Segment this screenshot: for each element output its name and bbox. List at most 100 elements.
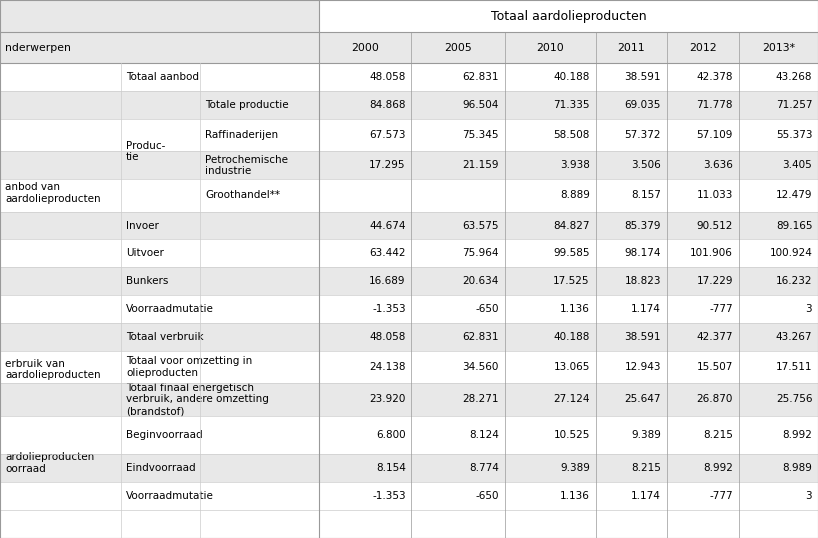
Text: 8.157: 8.157 (631, 190, 661, 201)
Text: 75.345: 75.345 (462, 130, 499, 140)
Text: 25.756: 25.756 (775, 394, 812, 405)
Text: 71.257: 71.257 (775, 100, 812, 110)
Text: Petrochemische
industrie: Petrochemische industrie (205, 154, 288, 176)
Text: 3.636: 3.636 (703, 160, 733, 171)
Text: Beginvoorraad: Beginvoorraad (126, 430, 203, 440)
Text: 8.154: 8.154 (375, 463, 406, 473)
Text: 63.442: 63.442 (369, 249, 406, 258)
Text: Bunkers: Bunkers (126, 277, 169, 286)
Text: 57.372: 57.372 (624, 130, 661, 140)
Text: 38.591: 38.591 (624, 332, 661, 342)
Bar (0, 454, 818, 482)
Bar (0, 119, 818, 151)
Text: 99.585: 99.585 (553, 249, 590, 258)
Bar (0, 323, 818, 351)
Text: 28.271: 28.271 (462, 394, 499, 405)
Bar (0, 415, 818, 454)
Text: 67.573: 67.573 (369, 130, 406, 140)
Text: Totaal finaal energetisch
verbruik, andere omzetting
(brandstof): Totaal finaal energetisch verbruik, ande… (126, 383, 269, 416)
Text: 18.823: 18.823 (624, 277, 661, 286)
Text: Totaal voor omzetting in
olieproducten: Totaal voor omzetting in olieproducten (126, 357, 252, 378)
Text: Groothandel**: Groothandel** (205, 190, 281, 201)
Text: 71.335: 71.335 (553, 100, 590, 110)
Text: 3: 3 (806, 491, 812, 501)
Text: -650: -650 (475, 491, 499, 501)
Text: 20.634: 20.634 (463, 277, 499, 286)
Text: 8.989: 8.989 (782, 463, 812, 473)
Bar (0, 351, 818, 384)
Text: 8.774: 8.774 (469, 463, 499, 473)
Bar (0, 384, 818, 415)
Text: 2011: 2011 (618, 43, 645, 53)
Text: 2005: 2005 (444, 43, 472, 53)
Text: 71.778: 71.778 (696, 100, 733, 110)
Text: 3: 3 (806, 305, 812, 314)
Text: 42.378: 42.378 (696, 72, 733, 82)
Text: 17.295: 17.295 (369, 160, 406, 171)
Text: 84.827: 84.827 (553, 221, 590, 230)
Text: 84.868: 84.868 (369, 100, 406, 110)
Text: 23.920: 23.920 (370, 394, 406, 405)
Text: Invoer: Invoer (126, 221, 159, 230)
Text: 1.174: 1.174 (631, 305, 661, 314)
Text: 101.906: 101.906 (690, 249, 733, 258)
Text: 8.215: 8.215 (631, 463, 661, 473)
Text: 55.373: 55.373 (775, 130, 812, 140)
Text: 16.232: 16.232 (775, 277, 812, 286)
Text: anbod van
aardolieproducten: anbod van aardolieproducten (5, 182, 101, 204)
Text: 9.389: 9.389 (631, 430, 661, 440)
Text: 2010: 2010 (537, 43, 564, 53)
Text: 12.479: 12.479 (775, 190, 812, 201)
Text: 48.058: 48.058 (370, 72, 406, 82)
Text: Produc-
tie: Produc- tie (126, 140, 165, 162)
Text: 63.575: 63.575 (462, 221, 499, 230)
Text: 34.560: 34.560 (463, 362, 499, 372)
Text: 2013*: 2013* (762, 43, 795, 53)
Bar (0, 151, 818, 179)
Text: 24.138: 24.138 (369, 362, 406, 372)
Bar (0, 295, 818, 323)
Text: Totaal aardolieproducten: Totaal aardolieproducten (491, 10, 646, 23)
Text: Voorraadmutatie: Voorraadmutatie (126, 305, 213, 314)
Text: 10.525: 10.525 (554, 430, 590, 440)
Text: 1.136: 1.136 (560, 491, 590, 501)
Text: 8.889: 8.889 (560, 190, 590, 201)
Text: Voorraadmutatie: Voorraadmutatie (126, 491, 213, 501)
Text: Totale productie: Totale productie (205, 100, 289, 110)
Text: 90.512: 90.512 (697, 221, 733, 230)
Bar (0, 267, 818, 295)
Text: 43.268: 43.268 (775, 72, 812, 82)
Text: 96.504: 96.504 (463, 100, 499, 110)
Text: 57.109: 57.109 (697, 130, 733, 140)
Bar (0, 211, 818, 239)
Text: 6.800: 6.800 (376, 430, 406, 440)
Text: -1.353: -1.353 (372, 491, 406, 501)
Text: 42.377: 42.377 (696, 332, 733, 342)
Text: 11.033: 11.033 (697, 190, 733, 201)
Text: 85.379: 85.379 (624, 221, 661, 230)
Text: Eindvoorraad: Eindvoorraad (126, 463, 196, 473)
Text: 17.229: 17.229 (696, 277, 733, 286)
Text: Totaal verbruik: Totaal verbruik (126, 332, 204, 342)
Text: erbruik van
aardolieproducten: erbruik van aardolieproducten (5, 359, 101, 380)
Bar (319, 0, 818, 32)
Text: 8.992: 8.992 (703, 463, 733, 473)
Text: 69.035: 69.035 (625, 100, 661, 110)
Text: 21.159: 21.159 (462, 160, 499, 171)
Text: 17.525: 17.525 (553, 277, 590, 286)
Text: 2000: 2000 (351, 43, 380, 53)
Text: -777: -777 (709, 491, 733, 501)
Text: 8.215: 8.215 (703, 430, 733, 440)
Text: -1.353: -1.353 (372, 305, 406, 314)
Bar (0, 482, 818, 510)
Text: 58.508: 58.508 (554, 130, 590, 140)
Text: 9.389: 9.389 (560, 463, 590, 473)
Text: 2012: 2012 (689, 43, 717, 53)
Text: 43.267: 43.267 (775, 332, 812, 342)
Text: nderwerpen: nderwerpen (5, 43, 71, 53)
Text: 17.511: 17.511 (775, 362, 812, 372)
Bar (0, 0, 319, 32)
Text: -650: -650 (475, 305, 499, 314)
Text: Uitvoer: Uitvoer (126, 249, 164, 258)
Text: -777: -777 (709, 305, 733, 314)
